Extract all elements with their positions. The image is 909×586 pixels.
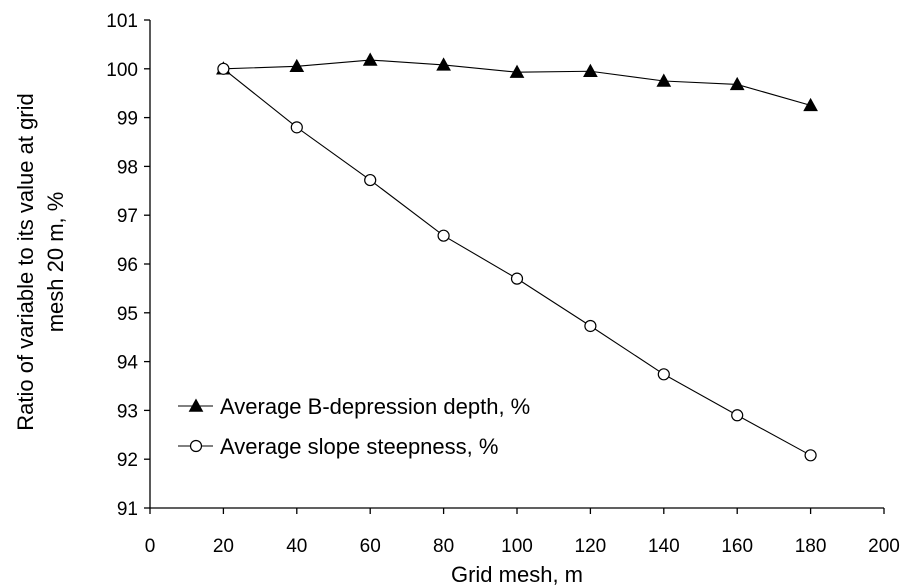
data-point <box>804 449 817 462</box>
x-tick-label: 60 <box>360 536 381 557</box>
data-point <box>584 319 597 333</box>
y-tick-label: 96 <box>117 255 138 276</box>
x-tick-label: 80 <box>433 536 454 557</box>
x-tick-label: 200 <box>868 536 900 557</box>
y-tick-label: 99 <box>117 109 138 130</box>
data-point <box>657 368 670 381</box>
y-tick-label: 95 <box>117 304 138 325</box>
legend: Average B-depression depth, % Average slo… <box>178 394 530 459</box>
y-tick-label: 98 <box>117 157 138 178</box>
data-point <box>510 272 524 285</box>
y-tick-label: 91 <box>117 499 138 520</box>
y-tick-label: 94 <box>117 353 139 374</box>
series-layer <box>216 52 818 462</box>
y-tick-label: 100 <box>106 60 138 81</box>
data-point <box>656 73 672 87</box>
legend-swatch-marker <box>189 439 203 453</box>
y-tick-label: 92 <box>117 450 138 471</box>
legend-swatch-marker <box>188 398 204 412</box>
x-tick-label: 20 <box>213 536 234 557</box>
data-point <box>362 52 378 66</box>
legend-label: Average B-depression depth, % <box>220 394 530 419</box>
x-tick-label: 0 <box>145 536 156 557</box>
data-point <box>289 58 305 73</box>
data-point <box>803 97 818 112</box>
legend-item-2: Average slope steepness, % <box>178 434 498 459</box>
data-point <box>731 409 744 422</box>
y-tick-label: 97 <box>117 206 138 227</box>
y-axis-title: Ratio of variable to its value at grid m… <box>13 93 68 431</box>
data-point <box>583 63 598 77</box>
x-tick-label: 40 <box>286 536 307 557</box>
data-point <box>509 64 525 78</box>
legend-label: Average slope steepness, % <box>220 434 498 459</box>
y-tick-label: 93 <box>117 401 138 422</box>
data-point <box>364 173 377 187</box>
y-tick-label: 101 <box>106 11 138 32</box>
x-tick-label: 180 <box>795 536 827 557</box>
x-axis-title: Grid mesh, m <box>451 562 583 586</box>
data-point <box>217 62 230 75</box>
data-point <box>729 76 745 91</box>
x-tick-label: 120 <box>575 536 607 557</box>
y-axis-title-line-2: mesh 20 m, % <box>43 192 68 333</box>
series-1 <box>216 52 818 112</box>
x-tick-label: 100 <box>501 536 533 557</box>
data-point <box>436 57 451 71</box>
legend-item-1: Average B-depression depth, % <box>178 394 530 419</box>
data-point <box>437 229 450 242</box>
y-axis-title-line-1: Ratio of variable to its value at grid <box>13 93 38 431</box>
ticks: 91 92 93 94 95 96 97 98 99 100 101 0 20 40 60 80 100 120 1… <box>106 11 900 557</box>
x-tick-label: 140 <box>648 536 680 557</box>
data-point <box>290 121 303 134</box>
x-tick-label: 160 <box>721 536 753 557</box>
series-2 <box>217 62 817 462</box>
